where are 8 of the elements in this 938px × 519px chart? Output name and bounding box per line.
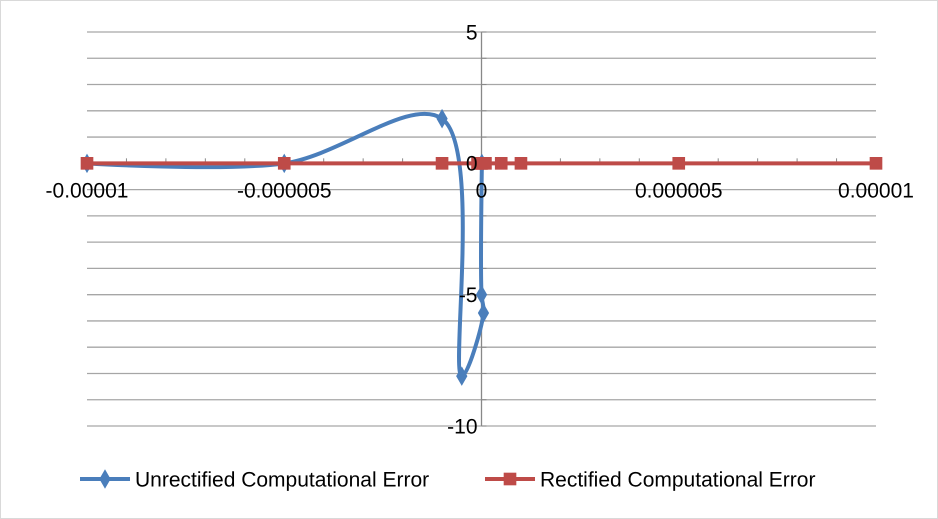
y-tick-label: -10 (447, 415, 478, 438)
legend-label: Unrectified Computational Error (135, 468, 430, 492)
legend-label: Rectified Computational Error (540, 468, 816, 492)
y-tick-label: 5 (466, 21, 478, 44)
x-tick-label: -0.00001 (46, 179, 128, 202)
x-tick-label: -0.000005 (236, 179, 332, 202)
x-tick-label: 0.00001 (838, 179, 914, 202)
x-tick-label: 0.000005 (634, 179, 723, 202)
